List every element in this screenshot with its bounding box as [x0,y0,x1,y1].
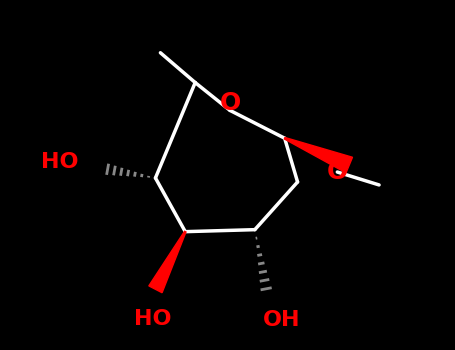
Polygon shape [149,231,186,293]
Text: O: O [219,91,241,116]
Text: O: O [327,160,348,184]
Text: HO: HO [134,309,171,329]
Text: HO: HO [41,152,79,172]
Polygon shape [284,138,353,173]
Text: OH: OH [263,310,300,330]
